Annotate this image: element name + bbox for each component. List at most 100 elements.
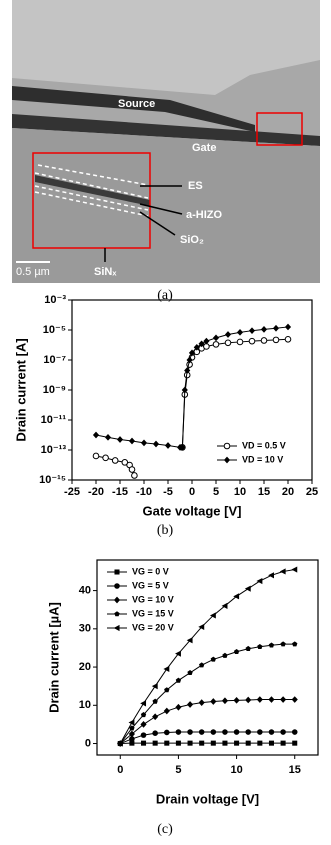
- marker: [105, 434, 111, 441]
- label: Gate: [192, 142, 216, 154]
- marker: [187, 701, 193, 708]
- marker: [292, 729, 298, 735]
- x-axis-label: Gate voltage [V]: [143, 503, 242, 518]
- x-tick-label: -25: [64, 486, 80, 498]
- x-tick-label: -5: [163, 486, 173, 498]
- marker: [129, 438, 135, 445]
- marker: [132, 473, 138, 479]
- marker: [165, 442, 171, 449]
- marker: [257, 644, 262, 649]
- series-line: [120, 732, 294, 743]
- marker: [268, 696, 274, 703]
- marker: [245, 729, 251, 735]
- marker: [281, 741, 286, 746]
- legend-marker: [114, 597, 120, 604]
- marker: [152, 683, 158, 689]
- y-tick-label: 30: [79, 623, 91, 635]
- marker: [164, 708, 170, 715]
- legend-marker: [114, 625, 120, 631]
- x-tick-label: 15: [258, 486, 270, 498]
- marker: [280, 568, 286, 574]
- x-tick-label: 10: [230, 764, 242, 776]
- legend-marker: [114, 569, 119, 574]
- marker: [269, 741, 274, 746]
- x-tick-label: -15: [112, 486, 128, 498]
- marker: [164, 730, 170, 736]
- marker: [225, 331, 231, 338]
- legend-marker: [224, 457, 230, 464]
- marker: [261, 338, 267, 344]
- marker: [211, 741, 216, 746]
- y-tick-label: 10⁻⁵: [43, 324, 66, 336]
- marker: [176, 741, 181, 746]
- marker: [140, 700, 146, 706]
- x-tick-label: 5: [213, 486, 219, 498]
- marker: [188, 741, 193, 746]
- marker: [234, 649, 239, 654]
- marker: [93, 453, 99, 459]
- label: a-HIZO: [186, 209, 223, 221]
- marker: [261, 326, 267, 333]
- marker: [222, 697, 228, 704]
- y-tick-label: 0: [85, 737, 91, 749]
- x-tick-label: 10: [234, 486, 246, 498]
- marker: [237, 329, 243, 336]
- marker: [269, 729, 275, 735]
- marker: [285, 324, 291, 331]
- label: 0.5 µm: [16, 266, 50, 278]
- y-tick-label: 20: [79, 661, 91, 673]
- marker: [199, 662, 204, 667]
- marker: [187, 729, 193, 735]
- marker: [285, 336, 291, 342]
- marker: [291, 566, 297, 572]
- x-tick-label: 25: [306, 486, 318, 498]
- marker: [273, 325, 279, 332]
- label: SiO₂: [180, 234, 204, 246]
- legend-label: VG = 5 V: [132, 580, 169, 590]
- marker: [187, 670, 192, 675]
- marker: [210, 698, 216, 705]
- marker: [199, 699, 205, 706]
- marker: [141, 732, 147, 738]
- legend-marker: [114, 583, 120, 589]
- marker: [175, 704, 181, 711]
- marker: [222, 741, 227, 746]
- marker: [257, 741, 262, 746]
- x-tick-label: -10: [136, 486, 152, 498]
- x-axis-label: Drain voltage [V]: [156, 791, 259, 806]
- marker: [292, 641, 297, 646]
- label: SiNₓ: [94, 266, 117, 278]
- marker: [280, 641, 285, 646]
- y-axis-label: Drain current [A]: [13, 338, 28, 441]
- caption: (c): [157, 822, 173, 837]
- marker: [246, 646, 251, 651]
- y-tick-label: 10⁻¹³: [41, 444, 67, 456]
- legend-marker: [114, 611, 119, 616]
- marker: [164, 741, 169, 746]
- marker: [153, 441, 159, 448]
- y-tick-label: 10⁻⁹: [43, 384, 66, 396]
- x-tick-label: -20: [88, 486, 104, 498]
- legend-label: VG = 10 V: [132, 594, 174, 604]
- x-tick-label: 15: [289, 764, 301, 776]
- x-tick-label: 5: [175, 764, 181, 776]
- y-tick-label: 10: [79, 699, 91, 711]
- caption: (b): [157, 523, 174, 538]
- marker: [112, 458, 118, 464]
- marker: [93, 432, 99, 439]
- marker: [103, 455, 109, 461]
- marker: [280, 729, 286, 735]
- legend-label: VD = 10 V: [242, 454, 283, 464]
- legend-label: VG = 20 V: [132, 622, 174, 632]
- tem-image: Source Gate ES a-HIZO SiO₂ SiNₓ 0.5 µm: [12, 0, 320, 283]
- marker: [141, 741, 146, 746]
- y-tick-label: 40: [79, 584, 91, 596]
- marker: [141, 439, 147, 446]
- marker: [234, 729, 240, 735]
- marker: [292, 696, 298, 703]
- marker: [153, 741, 158, 746]
- marker: [246, 741, 251, 746]
- y-tick-label: 10⁻¹¹: [41, 414, 67, 426]
- legend-label: VG = 15 V: [132, 608, 174, 618]
- marker: [280, 696, 286, 703]
